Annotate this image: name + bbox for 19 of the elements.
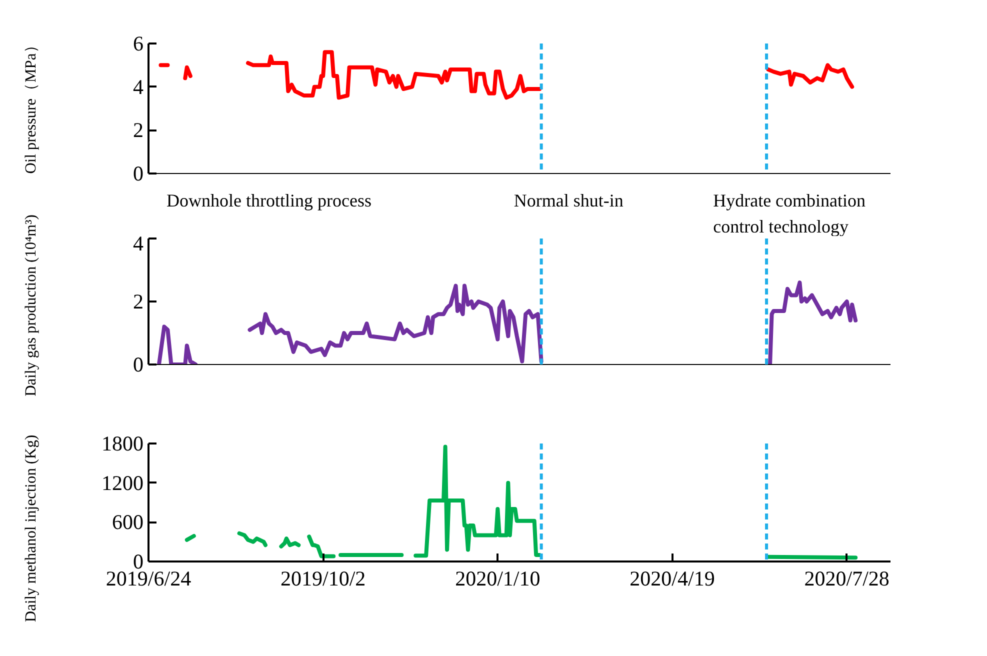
- y-tick-label: 1200: [102, 470, 144, 495]
- y-tick-label: 0: [133, 162, 144, 186]
- x-tick-label: 2020/7/28: [804, 566, 890, 590]
- y-tick-label: 6: [133, 32, 144, 56]
- text: Downhole throttling process: [166, 190, 372, 210]
- y-tick-label: 2: [133, 118, 144, 142]
- x-tick-label: 2019/10/2: [280, 566, 366, 590]
- x-tick-label: 2020/1/10: [455, 566, 540, 590]
- x-tick-label: 2020/4/19: [630, 566, 715, 590]
- y-axis-title: Daily gas production (10⁴m³): [22, 214, 40, 396]
- text: Normal shut-in: [514, 190, 624, 210]
- y-tick-label: 2: [133, 290, 144, 314]
- y-tick-label: 4: [133, 74, 144, 99]
- y-tick-label: 1800: [102, 432, 144, 456]
- y-axis-title: Daily methanol injection (Kg): [22, 434, 40, 622]
- y-tick-label: 4: [133, 232, 144, 256]
- y-tick-label: 0: [133, 352, 144, 376]
- y-axis-title: Oil pressure（MPa）: [22, 37, 40, 174]
- y-tick-label: 600: [112, 510, 144, 534]
